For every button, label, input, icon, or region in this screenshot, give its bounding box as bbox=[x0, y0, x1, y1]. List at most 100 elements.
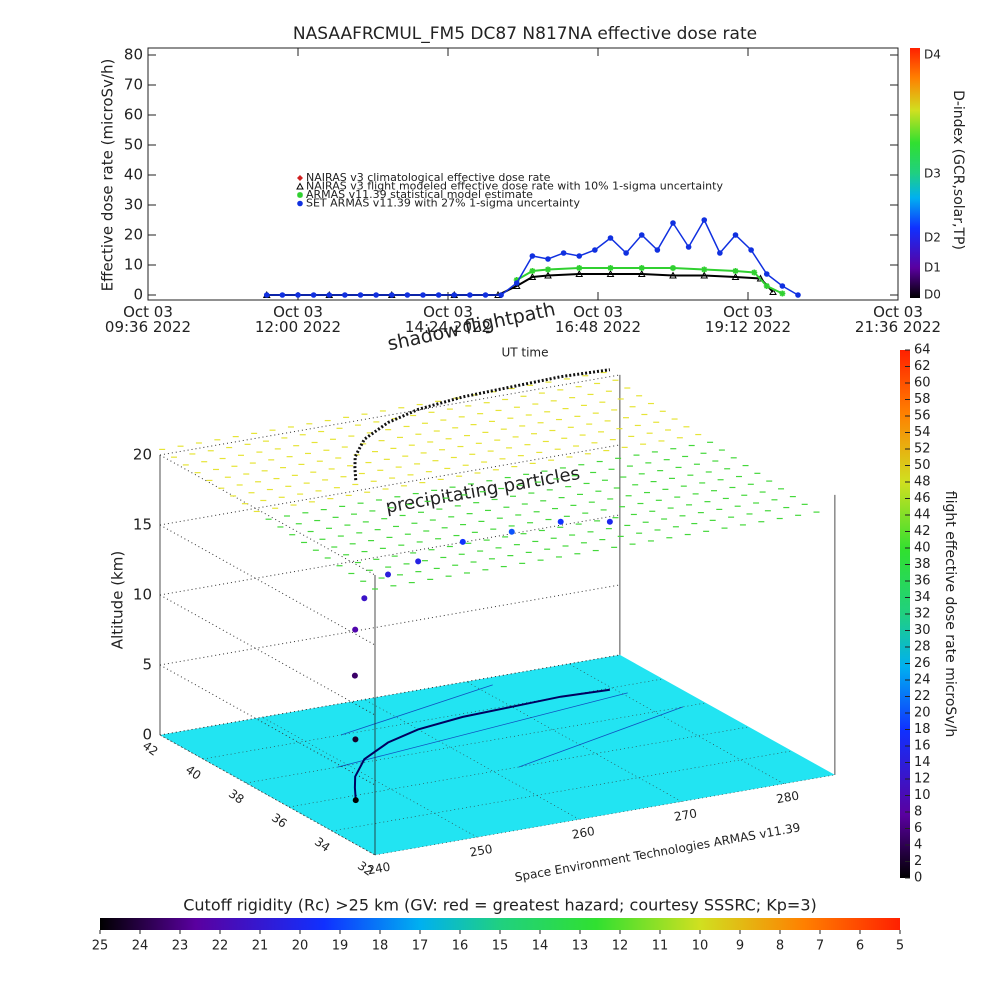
point bbox=[263, 292, 270, 298]
y-tick-label: 50 bbox=[124, 136, 143, 154]
y-tick-label: 80 bbox=[124, 46, 143, 64]
colorbar-label: 13 bbox=[572, 939, 589, 954]
point bbox=[513, 280, 520, 286]
point bbox=[529, 253, 536, 259]
x-tick-label: Oct 03 14:24 2022 bbox=[404, 303, 492, 336]
colorbar-label: 14 bbox=[532, 939, 549, 954]
x-tick-label: Oct 03 21:36 2022 bbox=[854, 303, 942, 336]
colorbar-label: 28 bbox=[914, 640, 931, 655]
plot-frame bbox=[147, 47, 899, 301]
point bbox=[326, 292, 333, 298]
legend-label: SET ARMAS v11.39 with 27% 1-sigma uncert… bbox=[306, 197, 580, 210]
colorbar-label: D2 bbox=[924, 231, 941, 245]
colorbar-label: 16 bbox=[914, 739, 931, 754]
colorbar-label: 2 bbox=[914, 854, 922, 869]
point bbox=[279, 292, 286, 298]
colorbar-label: 12 bbox=[612, 939, 629, 954]
colorbar-label: 23 bbox=[172, 939, 189, 954]
point bbox=[297, 200, 303, 207]
lat-tick-label: 36 bbox=[269, 810, 290, 830]
colorbar-label: 30 bbox=[914, 623, 931, 638]
z-tick-label: 15 bbox=[133, 516, 152, 534]
colorbar-label: D0 bbox=[924, 288, 941, 302]
colorbar-label: D4 bbox=[924, 48, 941, 62]
x-tick-label: Oct 03 16:48 2022 bbox=[554, 303, 642, 336]
map-line bbox=[518, 706, 684, 768]
colorbar-label: 8 bbox=[776, 939, 784, 954]
z-axis-label: Altitude (km) bbox=[109, 551, 127, 649]
point bbox=[544, 271, 552, 279]
z-tick-label: 5 bbox=[142, 656, 152, 674]
series-line bbox=[516, 267, 783, 295]
y-tick-label: 0 bbox=[133, 286, 143, 304]
colorbar-label: 10 bbox=[914, 788, 931, 803]
grid-line bbox=[159, 584, 620, 666]
colorbar-label: 62 bbox=[914, 359, 931, 374]
point bbox=[420, 292, 426, 298]
y-tick-label: 30 bbox=[124, 196, 143, 214]
colorbar-label: 42 bbox=[914, 524, 931, 539]
point bbox=[435, 292, 442, 298]
point bbox=[779, 283, 786, 289]
colorbar-label: 5 bbox=[896, 939, 904, 954]
colorbar-label: 40 bbox=[914, 541, 931, 556]
legend-label: NAIRAS v3 flight modeled effective dose … bbox=[306, 180, 723, 193]
point bbox=[717, 250, 723, 256]
point bbox=[575, 269, 584, 277]
colorbar-label: 52 bbox=[914, 442, 931, 457]
colorbar-label: 19 bbox=[332, 939, 349, 954]
x-tick-label: Oct 03 09:36 2022 bbox=[104, 303, 192, 336]
point bbox=[310, 292, 317, 298]
colorbar-label: 20 bbox=[292, 939, 309, 954]
point bbox=[482, 292, 489, 298]
rigidity-colorbar-label: Cutoff rigidity (Rc) >25 km (GV: red = g… bbox=[183, 896, 817, 915]
z-tick-label: 0 bbox=[142, 726, 152, 744]
lon-tick-label: 240 bbox=[366, 860, 391, 878]
colorbar-label: 12 bbox=[914, 772, 931, 787]
flight-point bbox=[606, 518, 613, 525]
point bbox=[513, 277, 520, 283]
point bbox=[512, 281, 521, 289]
point bbox=[731, 272, 740, 280]
point bbox=[357, 292, 364, 298]
grid-line bbox=[159, 374, 620, 456]
map-line bbox=[337, 692, 628, 768]
colorbar-label: 0 bbox=[914, 871, 922, 886]
colorbar-label: 48 bbox=[914, 475, 931, 490]
point bbox=[560, 250, 567, 256]
lon-tick-label: 250 bbox=[469, 842, 494, 860]
colorbar-label: 14 bbox=[914, 755, 931, 770]
point bbox=[637, 269, 646, 277]
lat-tick-label: 40 bbox=[183, 762, 204, 782]
legend-label: ARMAS v11.39 statistical model estimate bbox=[306, 188, 533, 201]
colorbar-label: D1 bbox=[924, 261, 941, 275]
colorbar-label: 22 bbox=[212, 939, 229, 954]
y-tick-label: 70 bbox=[124, 76, 143, 94]
y-tick-label: 40 bbox=[124, 166, 143, 184]
particle-field bbox=[159, 371, 820, 590]
point bbox=[623, 250, 629, 256]
colorbar-label: 18 bbox=[914, 722, 931, 737]
grid-line bbox=[159, 594, 376, 716]
grid-line bbox=[159, 454, 376, 576]
flight-point bbox=[459, 538, 466, 545]
colorbar-label: 50 bbox=[914, 458, 931, 473]
y-tick-label: 10 bbox=[124, 256, 143, 274]
point bbox=[498, 292, 504, 298]
colorbar-label: 4 bbox=[914, 838, 922, 853]
d-index-colorbar bbox=[910, 48, 920, 298]
point bbox=[701, 217, 708, 223]
flight-point bbox=[351, 672, 358, 679]
flight-point bbox=[352, 626, 359, 633]
colorbar-label: 17 bbox=[412, 939, 429, 954]
colorbar-label: 21 bbox=[252, 939, 269, 954]
colorbar-label: 34 bbox=[914, 590, 931, 605]
colorbar-label: 24 bbox=[132, 939, 149, 954]
colorbar-label: 58 bbox=[914, 392, 931, 407]
point bbox=[763, 271, 770, 277]
colorbar-label: 6 bbox=[914, 821, 922, 836]
x-axis-label: UT time bbox=[501, 346, 548, 360]
colorbar-label: 44 bbox=[914, 508, 931, 523]
flight-point bbox=[352, 736, 359, 743]
